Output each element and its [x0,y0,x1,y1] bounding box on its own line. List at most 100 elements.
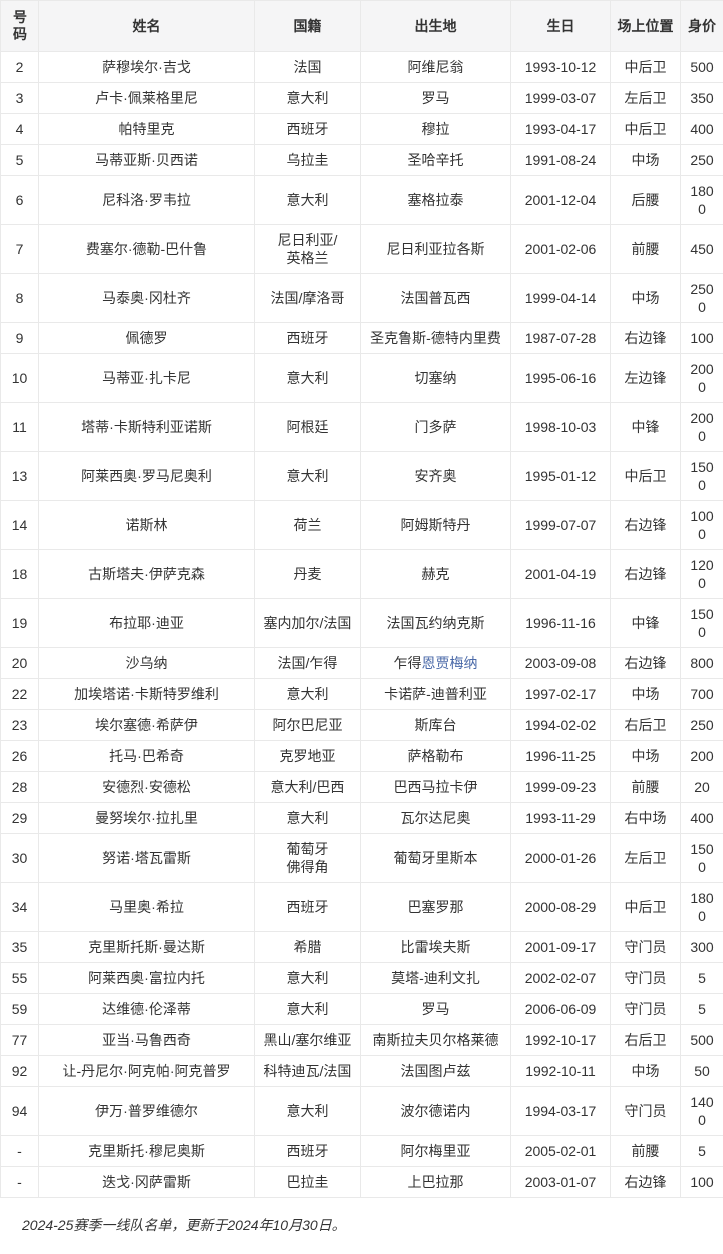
cell-name: 尼科洛·罗韦拉 [39,176,255,225]
cell-name: 塔蒂·卡斯特利亚诺斯 [39,403,255,452]
cell-value: 20 [681,772,723,803]
cell-nationality: 塞内加尔/法国 [255,599,361,648]
cell-name: 埃尔塞德·希萨伊 [39,710,255,741]
cell-nationality: 葡萄牙 佛得角 [255,834,361,883]
cell-value: 1000 [681,501,723,550]
cell-position: 前腰 [611,772,681,803]
cell-value: 250 [681,710,723,741]
cell-birthplace: 波尔德诺内 [361,1087,511,1136]
cell-birthplace: 罗马 [361,994,511,1025]
cell-nationality: 意大利 [255,994,361,1025]
cell-name: 帕特里克 [39,114,255,145]
cell-nationality: 意大利 [255,803,361,834]
cell-num: 26 [1,741,39,772]
cell-birthday: 1995-01-12 [511,452,611,501]
cell-name: 亚当·马鲁西奇 [39,1025,255,1056]
cell-name: 克里斯托斯·曼达斯 [39,932,255,963]
cell-num: 92 [1,1056,39,1087]
cell-value: 500 [681,52,723,83]
cell-birthplace: 瓦尔达尼奥 [361,803,511,834]
cell-nationality: 巴拉圭 [255,1167,361,1198]
cell-name: 马泰奥·冈杜齐 [39,274,255,323]
cell-num: 22 [1,679,39,710]
cell-nationality: 克罗地亚 [255,741,361,772]
cell-nationality: 意大利 [255,963,361,994]
cell-birthday: 1992-10-17 [511,1025,611,1056]
cell-birthplace: 乍得恩贾梅纳 [361,648,511,679]
cell-position: 守门员 [611,994,681,1025]
cell-value: 1500 [681,834,723,883]
cell-birthplace: 莫塔-迪利文扎 [361,963,511,994]
cell-birthplace: 切塞纳 [361,354,511,403]
cell-name: 克里斯托·穆尼奥斯 [39,1136,255,1167]
cell-position: 中后卫 [611,883,681,932]
cell-num: 6 [1,176,39,225]
cell-nationality: 西班牙 [255,114,361,145]
cell-position: 后腰 [611,176,681,225]
cell-num: 14 [1,501,39,550]
cell-value: 100 [681,1167,723,1198]
cell-value: 1500 [681,599,723,648]
cell-birthday: 1996-11-16 [511,599,611,648]
cell-nationality: 阿尔巴尼亚 [255,710,361,741]
cell-name: 费塞尔·德勒-巴什鲁 [39,225,255,274]
cell-position: 中场 [611,741,681,772]
cell-position: 右后卫 [611,1025,681,1056]
cell-birthday: 1993-04-17 [511,114,611,145]
header-value: 身价 [681,1,723,52]
table-caption: 2024-25赛季一线队名单，更新于2024年10月30日。 [22,1216,723,1234]
cell-nationality: 西班牙 [255,883,361,932]
cell-value: 400 [681,114,723,145]
cell-nationality: 阿根廷 [255,403,361,452]
cell-birthplace: 葡萄牙里斯本 [361,834,511,883]
cell-num: 8 [1,274,39,323]
cell-num: 59 [1,994,39,1025]
cell-position: 守门员 [611,1087,681,1136]
cell-num: 77 [1,1025,39,1056]
cell-value: 800 [681,648,723,679]
cell-birthday: 1991-08-24 [511,145,611,176]
cell-value: 700 [681,679,723,710]
cell-birthplace: 卡诺萨-迪普利亚 [361,679,511,710]
cell-nationality: 荷兰 [255,501,361,550]
cell-name: 萨穆埃尔·吉戈 [39,52,255,83]
cell-name: 马蒂亚斯·贝西诺 [39,145,255,176]
table-header: 号码 姓名 国籍 出生地 生日 场上位置 身价 [1,1,723,52]
cell-birthplace: 比雷埃夫斯 [361,932,511,963]
cell-birthday: 2000-01-26 [511,834,611,883]
cell-birthday: 2001-04-19 [511,550,611,599]
cell-nationality: 法国 [255,52,361,83]
cell-num: 2 [1,52,39,83]
cell-birthplace: 法国图卢兹 [361,1056,511,1087]
cell-nationality: 意大利 [255,679,361,710]
cell-name: 布拉耶·迪亚 [39,599,255,648]
header-row: 号码 姓名 国籍 出生地 生日 场上位置 身价 [1,1,723,52]
birthplace-link[interactable]: 恩贾梅纳 [422,655,478,671]
cell-birthday: 1987-07-28 [511,323,611,354]
cell-birthplace: 塞格拉泰 [361,176,511,225]
cell-birthday: 1999-09-23 [511,772,611,803]
header-birthplace: 出生地 [361,1,511,52]
cell-birthday: 1995-06-16 [511,354,611,403]
cell-position: 左后卫 [611,83,681,114]
cell-nationality: 意大利 [255,452,361,501]
cell-num: 20 [1,648,39,679]
cell-birthplace: 阿姆斯特丹 [361,501,511,550]
cell-num: 13 [1,452,39,501]
cell-num: - [1,1167,39,1198]
